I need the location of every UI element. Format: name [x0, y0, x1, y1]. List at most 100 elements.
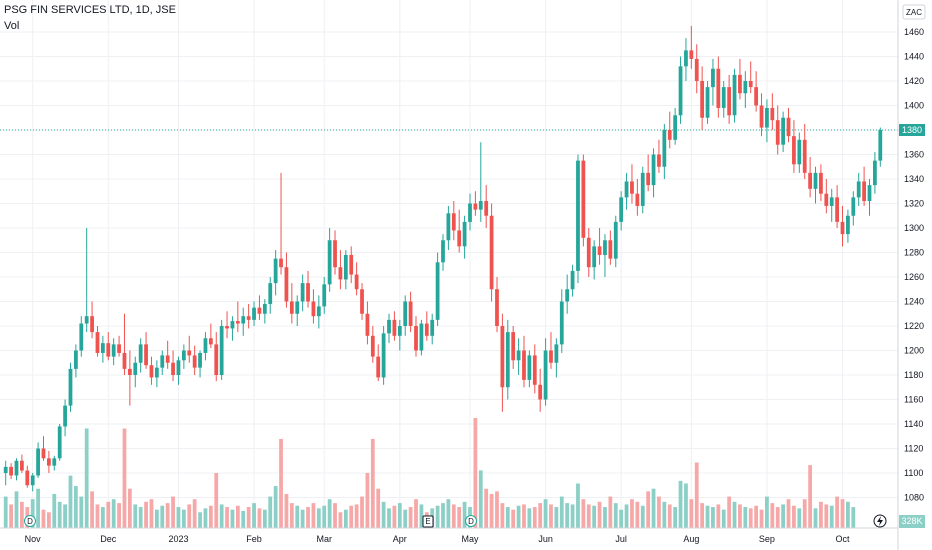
candle-body — [505, 332, 510, 388]
volume-bar — [387, 508, 391, 528]
volume-bar — [748, 508, 753, 528]
candle-body — [230, 321, 235, 329]
candle-body — [111, 344, 116, 357]
candle-body — [592, 246, 597, 268]
candle-body — [624, 181, 629, 198]
volume-bar — [705, 505, 710, 528]
volume-bar — [349, 505, 354, 528]
candle-body — [127, 368, 132, 375]
volume-bar — [630, 499, 634, 528]
candle-body — [392, 319, 397, 336]
candle-body — [554, 344, 559, 363]
volume-bar — [257, 508, 262, 528]
candle-body — [14, 460, 19, 476]
volume-bar — [846, 501, 850, 528]
time-axis: Nov Dec 2023 Feb Mar Apr May Jun Jul Aug Sep Oct — [25, 534, 850, 544]
y-tick-label: 1240 — [904, 297, 924, 307]
volume-bar — [435, 505, 440, 528]
volume-bar — [608, 496, 613, 528]
candle-body — [84, 316, 89, 324]
earnings-marker — [422, 515, 434, 528]
volume-bar — [144, 501, 148, 528]
candle-body — [862, 181, 866, 202]
candle-body — [25, 470, 30, 486]
volume-bar — [235, 505, 240, 528]
volume-bar — [808, 465, 813, 528]
volume-bar — [73, 486, 78, 528]
candle-body — [20, 460, 24, 471]
volume-bar — [268, 496, 273, 528]
candle-body — [41, 448, 46, 459]
candle-body — [311, 301, 316, 317]
volume-bar — [30, 499, 35, 528]
candle-body — [268, 283, 273, 304]
x-tick-label: Feb — [246, 534, 262, 544]
candle-body — [414, 326, 418, 351]
x-tick-label: 2023 — [168, 534, 188, 544]
volume-bar — [619, 509, 624, 528]
volume-bar — [295, 505, 300, 528]
candle-body — [333, 240, 337, 268]
candle-body — [576, 160, 580, 271]
volume-bar — [47, 512, 51, 528]
candle-body — [619, 197, 624, 222]
volume-bar — [41, 509, 46, 528]
volume-bar — [95, 504, 100, 528]
volume-bar — [219, 504, 224, 528]
candle-body — [376, 356, 381, 378]
volume-bar — [84, 428, 89, 528]
volume-bar — [133, 504, 138, 528]
volume-bar — [241, 510, 246, 528]
volume-bar — [327, 499, 332, 528]
candle-body — [117, 344, 121, 353]
volume-bar — [559, 496, 564, 528]
volume-bar — [154, 509, 159, 528]
candle-body — [586, 237, 591, 268]
candle-body — [73, 350, 78, 369]
volume-bar — [786, 499, 791, 528]
volume-bar — [403, 509, 408, 528]
dividend-marker — [465, 515, 477, 527]
candle-body — [30, 475, 35, 486]
volume-bar — [127, 488, 132, 528]
candle-body — [867, 185, 872, 202]
volume-bar — [408, 507, 413, 528]
candle-body — [732, 74, 737, 116]
candle-body — [198, 352, 202, 368]
candle-body — [538, 384, 543, 400]
candle-body — [349, 254, 354, 275]
candle-body — [873, 160, 877, 186]
candle-body — [532, 355, 537, 385]
candle-body — [851, 197, 856, 216]
candle-body — [284, 267, 289, 302]
candle-body — [387, 319, 391, 334]
candle-body — [327, 240, 332, 285]
candle-body — [403, 301, 408, 326]
volume-bar — [289, 503, 294, 528]
volume-bar — [711, 507, 715, 528]
candle-body — [154, 367, 159, 378]
volume-bar — [354, 504, 359, 528]
volume-bar — [678, 480, 683, 528]
candle-body — [419, 323, 424, 351]
candle-body — [397, 326, 402, 336]
volume-bar — [478, 470, 483, 528]
volume-bar — [851, 507, 856, 528]
candle-body — [457, 230, 462, 247]
candle-body — [478, 201, 483, 210]
candle-body — [446, 213, 451, 241]
candle-body — [47, 458, 51, 466]
x-tick-label: Sep — [759, 534, 775, 544]
volume-bar — [225, 507, 229, 528]
y-tick-label: 1460 — [904, 27, 924, 37]
candle-body — [775, 120, 780, 145]
volume-bar — [246, 507, 251, 528]
volume-bar — [721, 509, 726, 528]
volume-bar — [306, 507, 310, 528]
price-axis-bg — [898, 0, 932, 550]
y-tick-label: 1440 — [904, 52, 924, 62]
x-tick-label: Jul — [615, 534, 627, 544]
candle-body — [802, 139, 807, 173]
y-tick-label: 1200 — [904, 346, 924, 356]
